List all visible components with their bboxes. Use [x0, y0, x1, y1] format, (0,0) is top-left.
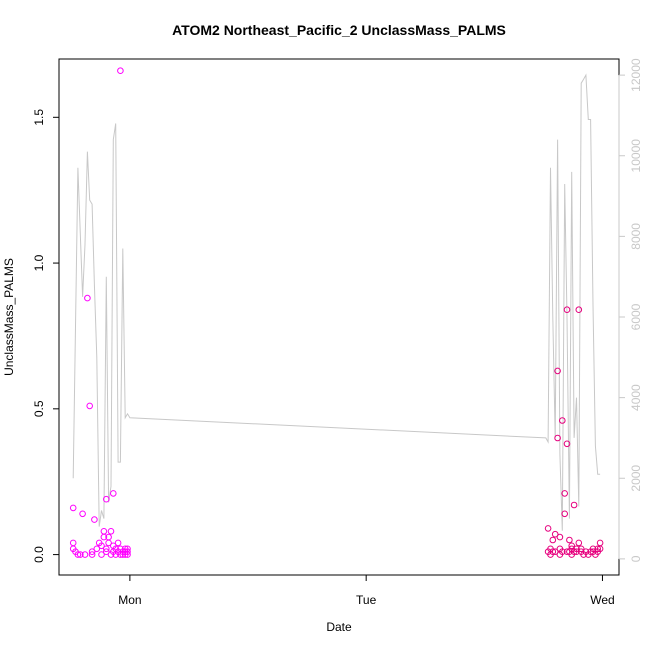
- data-point-0-1: [69, 539, 77, 547]
- data-point-1-20: [566, 536, 573, 544]
- data-point-0-12: [91, 516, 98, 523]
- y-right-tick-label-6: 12000: [629, 58, 643, 92]
- data-point-1-25: [570, 501, 578, 509]
- data-point-1-27: [573, 545, 580, 553]
- chart-title: ATOM2 Northeast_Pacific_2 UnclassMass_PA…: [172, 22, 506, 38]
- y-left-tick-label-3: 1.5: [32, 109, 46, 126]
- y-left-tick-label-1: 0.5: [32, 400, 46, 417]
- data-point-0-35: [117, 67, 124, 74]
- scatter-point-series: [69, 67, 604, 558]
- data-point-1-29: [575, 306, 583, 314]
- data-point-0-5: [77, 551, 84, 558]
- data-point-0-17: [100, 528, 108, 535]
- data-point-1-7: [551, 548, 559, 556]
- y-axis-label: UnclassMass_PALMS: [2, 258, 16, 376]
- data-point-1-38: [589, 545, 597, 553]
- data-point-1-0: [544, 525, 552, 532]
- data-point-0-20: [103, 545, 110, 553]
- data-point-0-10: [88, 551, 96, 558]
- data-point-1-19: [563, 440, 571, 448]
- data-point-0-11: [88, 548, 96, 556]
- data-point-0-25: [107, 528, 115, 535]
- data-point-1-4: [549, 536, 557, 544]
- y-right-tick-label-5: 10000: [629, 139, 643, 173]
- plot-frame: [58, 58, 620, 576]
- data-point-0-15: [98, 542, 105, 550]
- y-axis-right: 0 2000 4000 6000 8000 10000 12000: [618, 58, 643, 562]
- x-axis-label: Date: [326, 620, 352, 634]
- y-right-tick-label-2: 4000: [629, 384, 643, 411]
- data-point-1-8: [554, 367, 561, 375]
- data-point-1-13: [559, 548, 566, 556]
- data-point-0-18: [100, 533, 108, 541]
- data-point-0-21: [103, 495, 110, 503]
- data-point-1-31: [577, 545, 585, 553]
- x-tick-label-1: Tue: [356, 593, 377, 607]
- data-point-1-16: [561, 510, 569, 518]
- right-axis-line-series: [72, 73, 601, 531]
- data-point-0-41: [124, 548, 131, 556]
- data-point-1-18: [563, 306, 571, 314]
- data-point-0-43: [124, 545, 131, 553]
- y-right-tick-label-4: 8000: [629, 223, 643, 250]
- data-point-0-9: [86, 402, 93, 410]
- data-point-1-43: [596, 545, 604, 553]
- data-point-1-9: [554, 434, 561, 442]
- y-axis-left: 0.0 0.5 1.0 1.5: [32, 109, 60, 563]
- y-right-tick-label-0: 0: [629, 555, 643, 562]
- y-right-tick-label-1: 2000: [629, 465, 643, 492]
- data-point-1-12: [556, 533, 564, 541]
- data-point-0-0: [69, 504, 77, 512]
- y-left-tick-label-2: 1.0: [32, 254, 46, 271]
- data-point-0-4: [74, 551, 82, 558]
- data-point-1-15: [561, 490, 569, 497]
- data-point-0-31: [114, 539, 122, 547]
- data-point-1-14: [559, 417, 566, 424]
- data-point-1-42: [596, 539, 604, 547]
- y-right-tick-label-3: 6000: [629, 303, 643, 330]
- data-point-0-7: [81, 551, 89, 558]
- data-point-0-23: [105, 533, 112, 541]
- data-point-0-8: [84, 294, 91, 302]
- x-axis: Mon Tue Wed: [118, 574, 615, 607]
- data-point-1-30: [575, 539, 583, 547]
- data-point-1-17: [563, 548, 571, 556]
- data-point-1-28: [573, 548, 580, 556]
- data-point-0-6: [79, 510, 86, 518]
- data-point-1-6: [551, 530, 559, 538]
- x-tick-label-2: Wed: [590, 593, 614, 607]
- data-point-0-16: [98, 551, 105, 558]
- data-point-0-26: [110, 490, 117, 497]
- series-line-2: [72, 73, 601, 531]
- y-left-tick-label-0: 0.0: [32, 546, 46, 563]
- data-point-1-23: [568, 542, 576, 550]
- x-tick-label-0: Mon: [118, 593, 141, 607]
- data-point-1-41: [594, 545, 602, 553]
- data-point-1-5: [549, 548, 557, 556]
- data-point-0-13: [93, 545, 101, 553]
- data-point-0-19: [103, 548, 110, 556]
